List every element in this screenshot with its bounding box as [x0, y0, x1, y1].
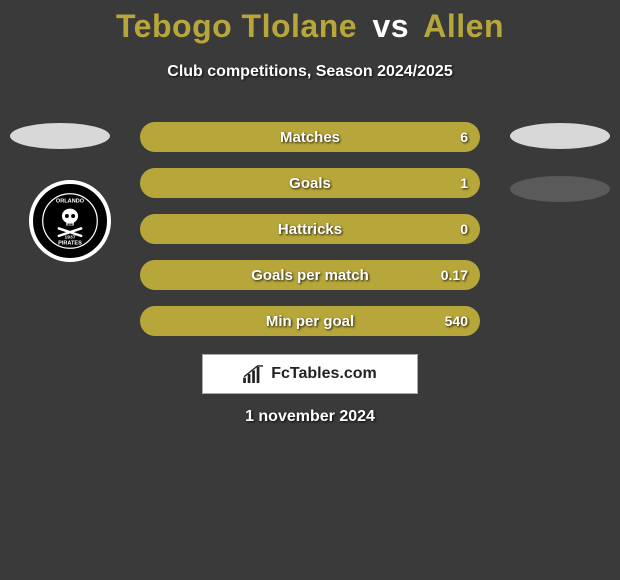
comparison-title: Tebogo Tlolane vs Allen	[0, 0, 620, 45]
subtitle: Club competitions, Season 2024/2025	[0, 63, 620, 81]
stat-row: Min per goal 540	[140, 306, 480, 336]
player1-name: Tebogo Tlolane	[116, 8, 357, 44]
brand-text: FcTables.com	[271, 365, 377, 383]
svg-text:ORLANDO: ORLANDO	[56, 198, 85, 204]
stat-label: Goals	[289, 175, 331, 192]
svg-text:PIRATES: PIRATES	[58, 241, 82, 247]
stat-row: Matches 6	[140, 122, 480, 152]
footer-date: 1 november 2024	[0, 408, 620, 426]
stat-row: Hattricks 0	[140, 214, 480, 244]
stat-row: Goals per match 0.17	[140, 260, 480, 290]
stats-bars: Matches 6 Goals 1 Hattricks 0 Goals per match 0…	[140, 122, 480, 352]
right-shadow-ellipse-1	[510, 123, 610, 149]
stat-label: Goals per match	[251, 267, 369, 284]
stat-value-left-player: 0	[460, 221, 468, 237]
brand-box[interactable]: FcTables.com	[202, 354, 418, 394]
right-shadow-ellipse-2	[510, 176, 610, 202]
stat-value-left-player: 0.17	[441, 267, 468, 283]
pirates-crest-icon: ORLANDO PIRATES 1937	[39, 190, 101, 252]
player2-name: Allen	[423, 8, 504, 44]
left-shadow-ellipse	[10, 123, 110, 149]
stat-label: Hattricks	[278, 221, 342, 238]
stat-row: Goals 1	[140, 168, 480, 198]
stat-value-left-player: 540	[445, 313, 468, 329]
chart-bars-icon	[243, 365, 265, 383]
vs-text: vs	[372, 8, 409, 44]
stat-label: Matches	[280, 129, 340, 146]
club-badge-left: ORLANDO PIRATES 1937	[29, 180, 111, 262]
svg-text:1937: 1937	[64, 234, 75, 240]
stat-value-left-player: 6	[460, 129, 468, 145]
stat-label: Min per goal	[266, 313, 354, 330]
stat-value-left-player: 1	[460, 175, 468, 191]
